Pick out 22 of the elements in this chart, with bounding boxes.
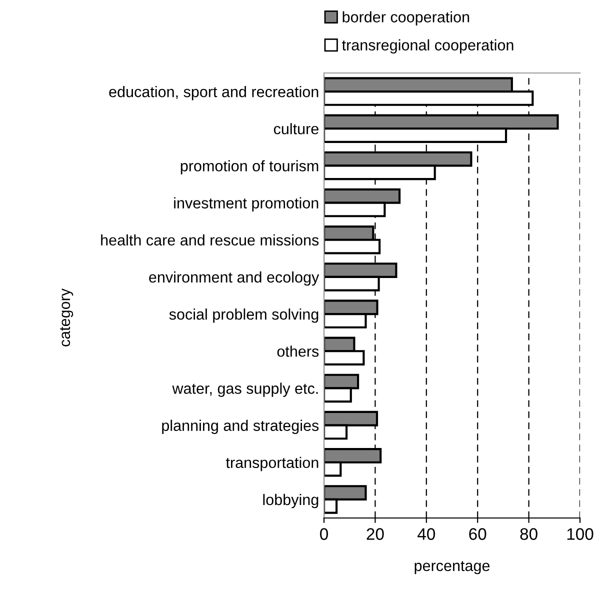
y-tick-label: water, gas supply etc.: [172, 382, 318, 397]
y-tick-label: education, sport and recreation: [109, 86, 318, 100]
x-tick-label: 20: [366, 528, 384, 540]
y-tick-label: investment promotion: [174, 197, 318, 212]
x-tick-label: 60: [469, 528, 486, 540]
legend-label: transregional cooperation: [342, 39, 514, 54]
y-tick-label: lobbying: [263, 494, 318, 508]
y-tick-label: environment and ecology: [149, 271, 320, 286]
x-tick-label: 80: [520, 528, 538, 540]
y-axis-title: category: [60, 288, 74, 346]
y-tick-label: transportation: [226, 456, 318, 472]
y-tick-label: promotion of tourism: [180, 160, 318, 174]
y-tick-label: social problem solving: [169, 308, 318, 323]
x-axis-title: percentage: [414, 561, 490, 574]
y-tick-label: health care and rescue missions: [101, 234, 319, 246]
y-tick-label: culture: [274, 123, 318, 134]
y-tick-label: planning and strategies: [162, 420, 319, 434]
legend-label: border cooperation: [342, 11, 470, 26]
x-tick-label: 100: [567, 528, 594, 540]
y-tick-label: others: [277, 346, 319, 357]
x-tick-label: 0: [320, 528, 328, 540]
x-tick-label: 40: [418, 528, 436, 540]
